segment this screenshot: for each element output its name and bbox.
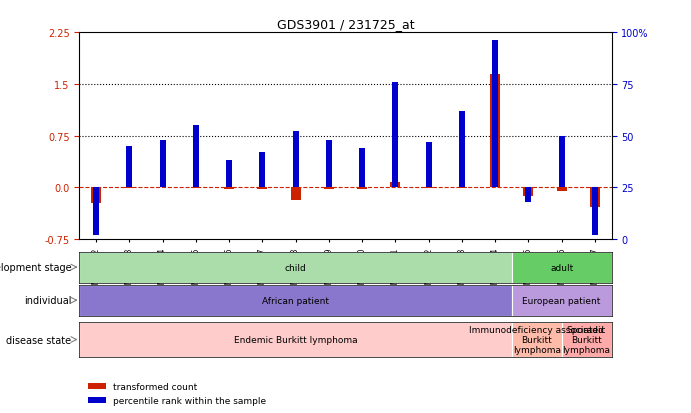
Text: child: child: [285, 263, 307, 272]
Bar: [392, 83, 399, 188]
Text: disease state: disease state: [6, 335, 71, 345]
Bar: [291, 188, 301, 200]
Bar: [257, 188, 267, 190]
Text: Immunodeficiency associated
Burkitt
lymphoma: Immunodeficiency associated Burkitt lymp…: [469, 325, 604, 354]
Bar: [512, 252, 612, 283]
Bar: [91, 188, 101, 203]
Text: adult: adult: [550, 263, 574, 272]
Bar: [426, 142, 432, 188]
Text: European patient: European patient: [522, 296, 601, 305]
Bar: [158, 187, 168, 188]
Bar: [592, 188, 598, 235]
Bar: [523, 188, 533, 196]
Bar: [512, 285, 612, 316]
Bar: [359, 149, 365, 188]
Text: Sporadic
Burkitt
lymphoma: Sporadic Burkitt lymphoma: [562, 325, 611, 354]
Bar: [160, 140, 166, 188]
Bar: [292, 132, 299, 188]
Bar: [490, 74, 500, 188]
Bar: [126, 147, 133, 188]
Legend: transformed count, percentile rank within the sample: transformed count, percentile rank withi…: [84, 379, 269, 408]
Bar: [457, 188, 467, 189]
Bar: [124, 188, 134, 189]
Bar: [326, 140, 332, 188]
Text: Endemic Burkitt lymphoma: Endemic Burkitt lymphoma: [234, 335, 357, 344]
Text: development stage: development stage: [0, 262, 71, 273]
Bar: [79, 322, 512, 357]
Bar: [259, 153, 265, 188]
Title: GDS3901 / 231725_at: GDS3901 / 231725_at: [276, 17, 415, 31]
Bar: [562, 322, 612, 357]
Bar: [226, 161, 232, 188]
Bar: [590, 188, 600, 207]
Bar: [191, 188, 201, 189]
Bar: [512, 322, 562, 357]
Bar: [193, 126, 199, 188]
Bar: [459, 112, 465, 188]
Bar: [93, 188, 99, 235]
Bar: [525, 188, 531, 202]
Bar: [79, 252, 512, 283]
Bar: [558, 136, 565, 188]
Text: African patient: African patient: [262, 296, 329, 305]
Bar: [79, 285, 512, 316]
Bar: [390, 183, 400, 188]
Bar: [324, 188, 334, 189]
Bar: [357, 188, 367, 189]
Text: individual: individual: [24, 295, 71, 306]
Bar: [424, 188, 434, 189]
Bar: [224, 188, 234, 190]
Bar: [557, 188, 567, 191]
Bar: [492, 41, 498, 188]
